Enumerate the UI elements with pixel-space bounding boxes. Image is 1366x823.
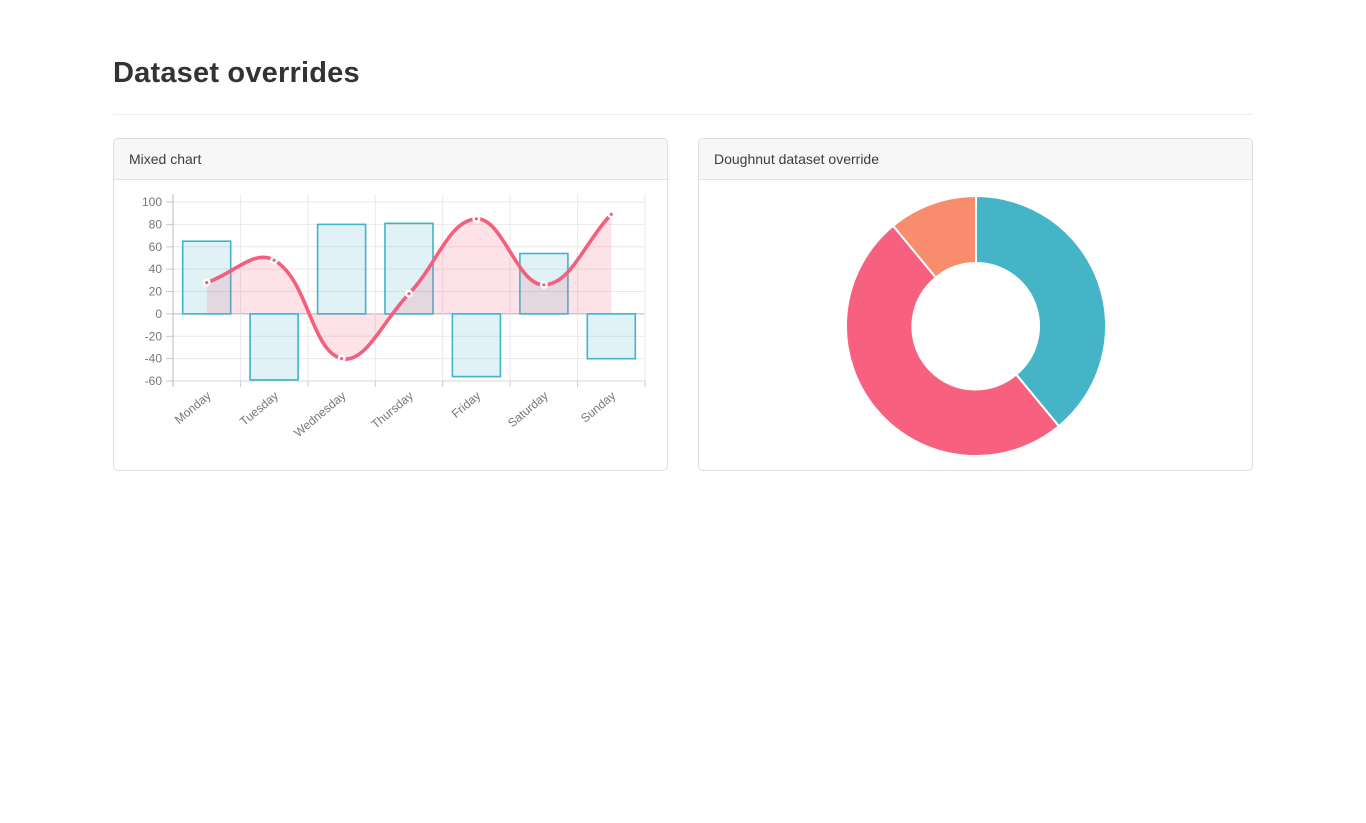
title-divider <box>113 114 1253 116</box>
line-point-center <box>474 217 478 221</box>
line-point-center <box>407 292 411 296</box>
doughnut-panel: Doughnut dataset override <box>698 138 1253 472</box>
y-tick-label: 60 <box>149 240 163 254</box>
x-tick-label: Friday <box>449 389 484 421</box>
y-tick-label: -20 <box>145 330 163 344</box>
line-point-center <box>205 281 209 285</box>
doughnut-chart-canvas[interactable] <box>699 180 1252 469</box>
bar[interactable] <box>249 313 299 381</box>
mixed-chart-canvas[interactable]: 100 80 60 40 20 0 -20 -40 -60 Monday Tuesday Wednes… <box>124 192 657 456</box>
bar[interactable] <box>181 240 232 315</box>
doughnut-panel-header: Doughnut dataset override <box>699 139 1252 181</box>
mixed-chart-panel-body: 100 80 60 40 20 0 -20 -40 -60 Monday Tuesday Wednes… <box>114 180 667 470</box>
y-tick-label: 20 <box>149 285 163 299</box>
panels-row: Mixed chart 100 80 60 40 20 0 -20 -40 -60 Monday T… <box>113 138 1253 472</box>
bar[interactable] <box>316 223 367 315</box>
y-tick-label: -60 <box>145 374 163 388</box>
y-tick-label: 0 <box>155 307 162 321</box>
bar[interactable] <box>384 222 434 315</box>
x-tick-label: Thursday <box>369 389 416 432</box>
line-point-center <box>272 258 276 263</box>
y-tick-label: 80 <box>149 218 163 232</box>
mixed-chart-panel-header: Mixed chart <box>114 139 667 181</box>
y-tick-label: 100 <box>142 195 162 209</box>
line-point-center <box>340 357 344 361</box>
line-area-fill <box>206 214 612 360</box>
mixed-chart-panel: Mixed chart 100 80 60 40 20 0 -20 -40 -60 Monday T… <box>113 138 668 472</box>
x-tick-label: Wednesday <box>291 389 348 440</box>
x-tick-label: Tuesday <box>237 389 281 429</box>
page-title: Dataset overrides <box>113 57 360 89</box>
line-point-center <box>542 283 546 287</box>
doughnut-segment[interactable] <box>844 224 1061 458</box>
doughnut-panel-body <box>699 180 1252 470</box>
y-tick-label: -40 <box>145 352 163 366</box>
x-tick-label: Monday <box>172 389 214 427</box>
mixed-chart-panel-title: Mixed chart <box>129 151 202 168</box>
line-point-center <box>609 212 613 217</box>
x-tick-label: Sunday <box>578 389 618 426</box>
doughnut-panel-title: Doughnut dataset override <box>714 151 879 168</box>
doughnut-segment[interactable] <box>975 195 1108 428</box>
page: Dataset overrides Mixed chart 100 80 60 40 2… <box>0 55 1366 472</box>
bar[interactable] <box>586 313 637 360</box>
bar[interactable] <box>451 313 502 378</box>
x-tick-label: Saturday <box>505 389 551 431</box>
y-tick-label: 40 <box>149 262 163 276</box>
doughnut-segment[interactable] <box>891 195 977 280</box>
